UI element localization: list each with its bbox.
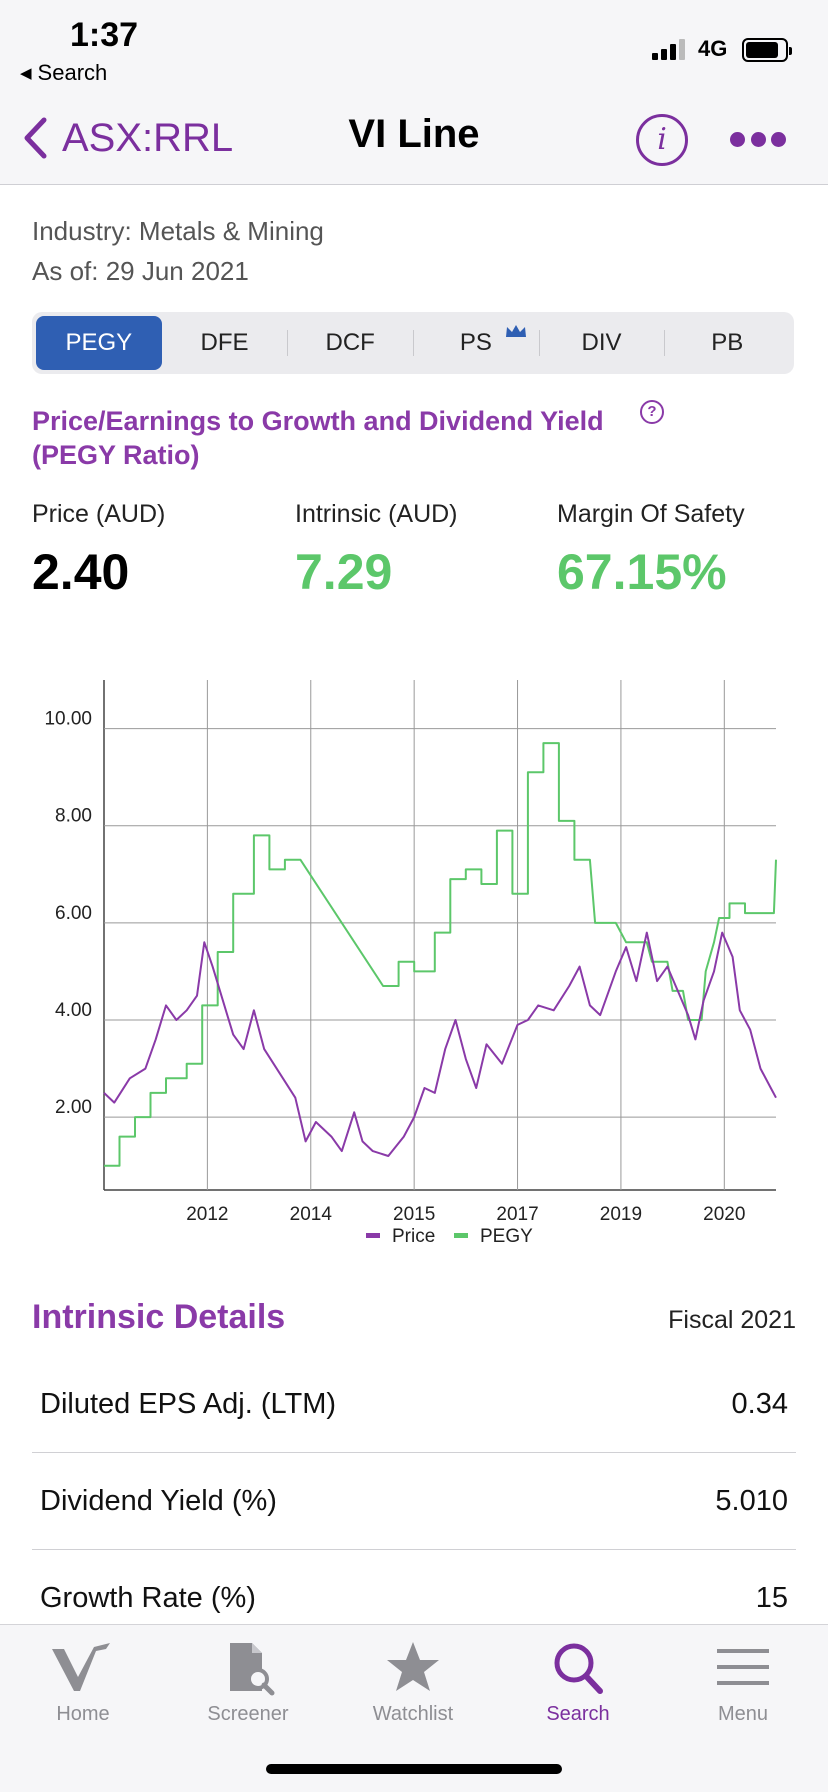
home-indicator [266, 1764, 562, 1774]
x-tick-label: 2017 [496, 1204, 538, 1225]
y-tick-label: 4.00 [55, 1000, 92, 1021]
legend-swatch-pegy [454, 1233, 468, 1238]
x-tick-label: 2012 [186, 1204, 228, 1225]
detail-label: Dividend Yield (%) [40, 1484, 277, 1517]
navigation-bar: ASX:RRL VI Line i [0, 90, 828, 185]
y-tick-label: 2.00 [55, 1097, 92, 1118]
legend-label-pegy: PEGY [480, 1226, 533, 1247]
tab-menu[interactable]: Menu [668, 1639, 818, 1726]
battery-icon [742, 38, 792, 62]
star-icon [387, 1642, 439, 1691]
x-tick-label: 2015 [393, 1204, 435, 1225]
tab-dcf[interactable]: DCF [287, 316, 413, 370]
tab-div[interactable]: DIV [538, 316, 665, 370]
kpi-margin-of-safety: Margin Of Safety 67.15% [557, 500, 745, 601]
x-tick-label: 2014 [290, 1204, 333, 1225]
detail-value: 15 [755, 1582, 788, 1614]
back-to-app-link[interactable]: ◀ Search [20, 60, 107, 86]
tab-home[interactable]: Home [8, 1639, 158, 1726]
x-tick-label: 2019 [600, 1204, 642, 1225]
legend-swatch-price [366, 1233, 380, 1238]
kpi-price: Price (AUD) 2.40 [32, 500, 165, 601]
valuation-method-tabs: PEGY DFE DCF PS DIV PB [32, 312, 794, 374]
detail-row-dividend-yield: Dividend Yield (%) 5.010 [32, 1453, 796, 1550]
detail-label: Growth Rate (%) [40, 1582, 256, 1614]
mos-value: 67.15% [557, 544, 727, 600]
tab-screener[interactable]: Screener [173, 1639, 323, 1726]
network-type: 4G [698, 36, 728, 61]
crown-icon [506, 325, 527, 337]
info-icon[interactable]: i [636, 114, 688, 166]
tab-pegy[interactable]: PEGY [36, 316, 162, 370]
y-tick-label: 6.00 [55, 903, 92, 924]
chart-svg: 10.00 8.00 6.00 4.00 2.00 2012 2014 2015 2017 201… [44, 680, 777, 1247]
industry-label: Industry: Metals & Mining [32, 216, 324, 246]
fiscal-year-selector[interactable]: Fiscal 2021 [668, 1306, 796, 1334]
tab-home-label: Home [56, 1703, 110, 1725]
series-line-price [103, 931, 777, 1157]
intrinsic-label: Intrinsic (AUD) [295, 500, 458, 528]
detail-row-growth-rate: Growth Rate (%) 15 [32, 1550, 796, 1647]
hamburger-menu-icon [717, 1649, 769, 1685]
tab-ps[interactable]: PS [413, 316, 539, 370]
detail-label: Diluted EPS Adj. (LTM) [40, 1387, 337, 1420]
detail-value: 5.010 [715, 1484, 788, 1517]
kpi-intrinsic: Intrinsic (AUD) 7.29 [295, 500, 458, 601]
more-options-icon[interactable] [730, 132, 786, 148]
status-time: 1:37 [70, 16, 139, 54]
chevron-left-icon [24, 117, 47, 159]
search-icon [554, 1643, 603, 1694]
detail-value: 0.34 [731, 1387, 788, 1420]
as-of-date: As of: 29 Jun 2021 [32, 256, 249, 286]
tab-screener-label: Screener [207, 1703, 289, 1725]
y-tick-label: 8.00 [55, 806, 92, 827]
x-tick-label: 2020 [703, 1204, 745, 1225]
intrinsic-details-title: Intrinsic Details [32, 1298, 286, 1336]
mos-label: Margin Of Safety [557, 500, 745, 528]
tab-search[interactable]: Search [503, 1639, 653, 1726]
home-logo-icon [52, 1643, 110, 1691]
back-button[interactable]: ASX:RRL [22, 114, 233, 162]
legend-label-price: Price [392, 1226, 435, 1247]
price-value: 2.40 [32, 544, 130, 600]
status-bar: 1:37 ◀ Search 4G [0, 0, 828, 90]
pegy-chart: 10.00 8.00 6.00 4.00 2.00 2012 2014 2015 2017 201… [0, 660, 828, 1260]
back-button-label: ASX:RRL [62, 115, 234, 160]
y-tick-label: 10.00 [44, 709, 92, 730]
tab-ps-label: PS [459, 329, 492, 356]
help-question-icon[interactable]: ? [640, 400, 664, 424]
back-app-label: Search [37, 60, 108, 85]
tab-dfe[interactable]: DFE [200, 329, 249, 356]
tab-watchlist[interactable]: Watchlist [338, 1639, 488, 1726]
intrinsic-value: 7.29 [295, 544, 393, 600]
ratio-title: Price/Earnings to Growth and Dividend Yi… [32, 406, 604, 470]
detail-row-eps: Diluted EPS Adj. (LTM) 0.34 [32, 1356, 796, 1453]
cellular-signal-icon [652, 38, 690, 60]
tab-pb[interactable]: PB [664, 316, 790, 370]
price-label: Price (AUD) [32, 500, 166, 528]
tab-search-label: Search [546, 1703, 610, 1725]
screener-document-search-icon [230, 1643, 275, 1696]
series-line-pegy [104, 742, 777, 1167]
tab-menu-label: Menu [717, 1703, 769, 1725]
back-triangle-icon: ◀ [20, 65, 32, 82]
tab-watchlist-label: Watchlist [372, 1703, 454, 1725]
